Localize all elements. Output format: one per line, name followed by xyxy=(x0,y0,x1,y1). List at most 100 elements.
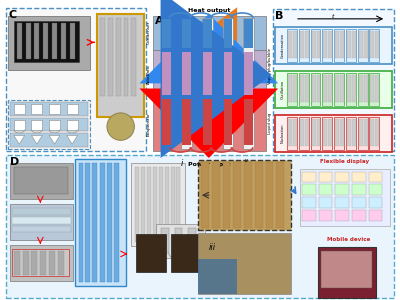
FancyBboxPatch shape xyxy=(162,99,171,145)
FancyBboxPatch shape xyxy=(165,167,169,242)
FancyBboxPatch shape xyxy=(368,197,382,208)
FancyBboxPatch shape xyxy=(198,160,291,230)
FancyBboxPatch shape xyxy=(124,18,128,96)
FancyBboxPatch shape xyxy=(147,167,151,242)
FancyBboxPatch shape xyxy=(75,159,126,286)
FancyBboxPatch shape xyxy=(276,162,284,229)
FancyBboxPatch shape xyxy=(322,251,372,288)
FancyBboxPatch shape xyxy=(8,16,90,70)
FancyBboxPatch shape xyxy=(299,73,309,106)
FancyBboxPatch shape xyxy=(49,104,60,114)
Text: iii: iii xyxy=(209,243,216,252)
FancyBboxPatch shape xyxy=(347,75,351,102)
FancyBboxPatch shape xyxy=(370,73,379,106)
FancyBboxPatch shape xyxy=(23,251,28,274)
FancyBboxPatch shape xyxy=(85,163,90,282)
Text: Mobile device: Mobile device xyxy=(327,237,370,242)
FancyBboxPatch shape xyxy=(14,120,25,130)
FancyBboxPatch shape xyxy=(358,73,368,106)
FancyBboxPatch shape xyxy=(78,163,84,282)
FancyBboxPatch shape xyxy=(276,115,392,152)
FancyBboxPatch shape xyxy=(67,120,78,130)
FancyBboxPatch shape xyxy=(100,163,105,282)
FancyBboxPatch shape xyxy=(181,18,192,149)
Polygon shape xyxy=(67,135,78,144)
FancyBboxPatch shape xyxy=(153,167,157,242)
FancyBboxPatch shape xyxy=(100,18,105,96)
FancyBboxPatch shape xyxy=(302,184,316,195)
FancyBboxPatch shape xyxy=(305,31,309,58)
FancyBboxPatch shape xyxy=(302,197,316,208)
FancyBboxPatch shape xyxy=(159,167,163,242)
FancyBboxPatch shape xyxy=(203,52,212,95)
Text: Flexible display: Flexible display xyxy=(320,159,370,164)
FancyBboxPatch shape xyxy=(359,75,363,102)
FancyBboxPatch shape xyxy=(244,99,253,145)
Polygon shape xyxy=(14,135,25,144)
Text: i: i xyxy=(180,159,183,168)
FancyBboxPatch shape xyxy=(300,31,304,58)
FancyBboxPatch shape xyxy=(132,18,136,96)
FancyBboxPatch shape xyxy=(161,18,172,149)
FancyBboxPatch shape xyxy=(108,18,113,96)
FancyBboxPatch shape xyxy=(174,227,182,253)
FancyBboxPatch shape xyxy=(311,73,320,106)
FancyBboxPatch shape xyxy=(97,14,144,117)
FancyBboxPatch shape xyxy=(335,197,349,208)
FancyBboxPatch shape xyxy=(162,19,171,48)
FancyBboxPatch shape xyxy=(322,73,332,106)
FancyBboxPatch shape xyxy=(255,162,263,229)
FancyBboxPatch shape xyxy=(322,28,332,62)
FancyBboxPatch shape xyxy=(203,19,212,48)
FancyBboxPatch shape xyxy=(334,73,344,106)
FancyBboxPatch shape xyxy=(176,167,180,242)
FancyBboxPatch shape xyxy=(346,73,356,106)
FancyBboxPatch shape xyxy=(224,99,232,145)
FancyBboxPatch shape xyxy=(244,19,253,48)
FancyBboxPatch shape xyxy=(276,27,392,64)
FancyBboxPatch shape xyxy=(61,23,66,59)
FancyBboxPatch shape xyxy=(222,162,230,229)
Text: t: t xyxy=(332,14,334,20)
FancyBboxPatch shape xyxy=(305,119,309,146)
FancyBboxPatch shape xyxy=(171,167,174,242)
FancyBboxPatch shape xyxy=(318,197,332,208)
FancyBboxPatch shape xyxy=(182,52,191,95)
FancyBboxPatch shape xyxy=(288,119,292,146)
FancyBboxPatch shape xyxy=(316,31,320,58)
FancyBboxPatch shape xyxy=(364,75,368,102)
Text: ii: ii xyxy=(244,159,249,168)
Text: Vapor plug/bubble: Vapor plug/bubble xyxy=(268,48,272,84)
FancyBboxPatch shape xyxy=(352,119,356,146)
FancyBboxPatch shape xyxy=(352,75,356,102)
FancyBboxPatch shape xyxy=(293,31,297,58)
FancyBboxPatch shape xyxy=(358,117,368,150)
FancyBboxPatch shape xyxy=(203,99,212,145)
FancyBboxPatch shape xyxy=(352,184,366,195)
FancyBboxPatch shape xyxy=(370,75,374,102)
FancyBboxPatch shape xyxy=(318,247,376,298)
FancyBboxPatch shape xyxy=(359,119,363,146)
FancyBboxPatch shape xyxy=(10,163,73,199)
FancyBboxPatch shape xyxy=(153,97,266,151)
FancyBboxPatch shape xyxy=(6,8,146,151)
FancyBboxPatch shape xyxy=(352,31,356,58)
FancyBboxPatch shape xyxy=(322,117,332,150)
FancyBboxPatch shape xyxy=(12,249,69,277)
Text: Condensation: Condensation xyxy=(280,33,284,58)
FancyBboxPatch shape xyxy=(266,162,274,229)
FancyBboxPatch shape xyxy=(370,31,374,58)
FancyBboxPatch shape xyxy=(352,172,366,182)
FancyBboxPatch shape xyxy=(334,117,344,150)
FancyBboxPatch shape xyxy=(10,102,88,116)
FancyBboxPatch shape xyxy=(40,251,46,274)
FancyBboxPatch shape xyxy=(287,73,297,106)
FancyBboxPatch shape xyxy=(32,251,37,274)
FancyBboxPatch shape xyxy=(288,31,292,58)
Text: Oscillation: Oscillation xyxy=(280,80,284,99)
Text: Adiabatic: Adiabatic xyxy=(147,64,151,84)
FancyBboxPatch shape xyxy=(135,167,139,242)
FancyBboxPatch shape xyxy=(312,75,316,102)
FancyBboxPatch shape xyxy=(52,23,57,59)
FancyBboxPatch shape xyxy=(335,119,339,146)
